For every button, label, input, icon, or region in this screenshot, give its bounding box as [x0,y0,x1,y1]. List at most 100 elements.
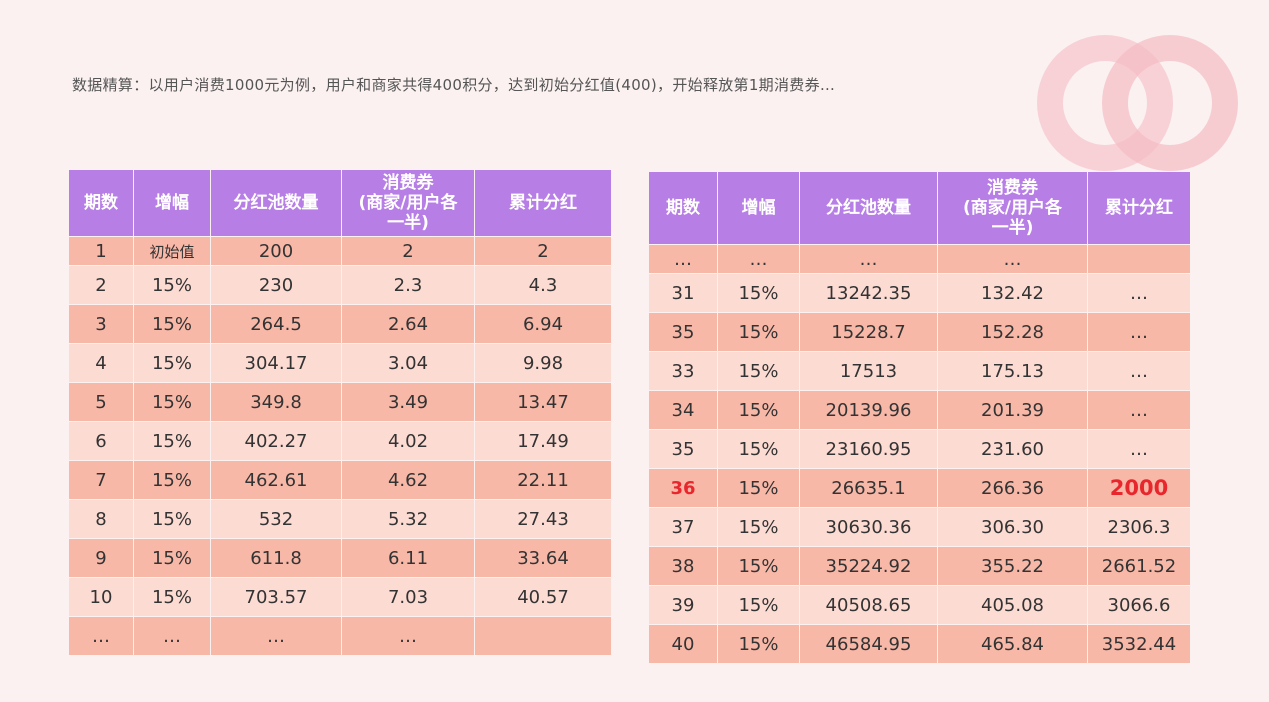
cell-pool: 40508.65 [799,585,938,625]
cell-pool: 26635.1 [799,468,938,508]
cell-cumulative: 6.94 [474,304,612,344]
cell-growth: 15% [133,421,211,461]
cell-period: 4 [68,343,134,383]
cell-voucher: 7.03 [341,577,475,617]
cell-pool: 15228.7 [799,312,938,352]
cell-pool: 304.17 [210,343,342,383]
cell-pool: 264.5 [210,304,342,344]
cell-pool: 20139.96 [799,390,938,430]
col-header-period: 期数 [68,169,134,237]
intro-text: 数据精算：以用户消费1000元为例，用户和商家共得400积分，达到初始分红值(4… [72,76,836,94]
table-row: 8 15% 532 5.32 27.43 [68,499,612,539]
cell-period: 38 [648,546,718,586]
cell-cumulative: 13.47 [474,382,612,422]
table-row: 2 15% 230 2.3 4.3 [68,265,612,305]
cell-voucher: 3.49 [341,382,475,422]
cell-period: 10 [68,577,134,617]
cell-growth: … [717,244,800,274]
cell-period: 33 [648,351,718,391]
cell-growth: 15% [717,546,800,586]
cell-cumulative: 17.49 [474,421,612,461]
cell-period: 2 [68,265,134,305]
cell-voucher: 5.32 [341,499,475,539]
cell-voucher: 132.42 [937,273,1088,313]
cell-cumulative: 3532.44 [1087,624,1191,664]
cell-growth: 15% [133,460,211,500]
cell-period: 1 [68,236,134,266]
table-row: 35 15% 15228.7 152.28… [648,312,1191,352]
cell-voucher: 4.02 [341,421,475,461]
table-row: 6 15% 402.27 4.02 17.49 [68,421,612,461]
decorative-rings-logo [1037,35,1238,171]
cell-growth: 15% [133,538,211,578]
cell-cumulative: … [1087,273,1191,313]
cell-period: 31 [648,273,718,313]
cell-growth: 15% [717,273,800,313]
table-row: 5 15% 349.8 3.49 13.47 [68,382,612,422]
cell-growth: 15% [717,585,800,625]
table-row: 35 15% 23160.95 231.60… [648,429,1191,469]
cell-voucher: 231.60 [937,429,1088,469]
cell-growth: 15% [717,507,800,547]
table-row: ………… [648,244,1191,274]
cell-voucher: 2 [341,236,475,266]
cell-growth: 15% [717,429,800,469]
cell-growth: 15% [717,624,800,664]
cell-cumulative: … [1087,429,1191,469]
table-row: 1 初始值 200 2 2 [68,236,612,266]
cell-period: 9 [68,538,134,578]
cell-voucher: 405.08 [937,585,1088,625]
cell-cumulative: 40.57 [474,577,612,617]
cell-growth: 15% [717,312,800,352]
cell-voucher: 2.3 [341,265,475,305]
cell-voucher: … [937,244,1088,274]
cell-cumulative: 27.43 [474,499,612,539]
cell-growth: 15% [717,390,800,430]
table-row: 3 15% 264.5 2.64 6.94 [68,304,612,344]
col-header-period: 期数 [648,171,718,245]
cell-cumulative: 2306.3 [1087,507,1191,547]
cell-pool: 13242.35 [799,273,938,313]
cell-period: 34 [648,390,718,430]
cell-voucher: 306.30 [937,507,1088,547]
cell-cumulative: … [1087,351,1191,391]
table-row: 31 15% 13242.35 132.42… [648,273,1191,313]
cell-pool: … [210,616,342,656]
cell-period: 35 [648,312,718,352]
cell-pool: 200 [210,236,342,266]
cell-voucher: 6.11 [341,538,475,578]
cell-period: 7 [68,460,134,500]
cell-pool: 703.57 [210,577,342,617]
cell-voucher: 201.39 [937,390,1088,430]
cell-cumulative: … [1087,390,1191,430]
table-row: 33 15% 17513 175.13… [648,351,1191,391]
table-row: 34 15% 20139.96 201.39… [648,390,1191,430]
table-row: 9 15% 611.8 6.11 33.64 [68,538,612,578]
cell-growth: 初始值 [133,236,211,266]
cell-period: 6 [68,421,134,461]
cell-period: 39 [648,585,718,625]
table-row: 36 15% 26635.1 266.36 2000 [648,468,1191,508]
cell-pool: 402.27 [210,421,342,461]
cell-period: 5 [68,382,134,422]
cell-period: 36 [648,468,718,508]
cell-cumulative: 33.64 [474,538,612,578]
cell-growth: 15% [133,577,211,617]
table-row: ………… [68,616,612,656]
cell-pool: 462.61 [210,460,342,500]
cell-voucher: 152.28 [937,312,1088,352]
cell-voucher: 2.64 [341,304,475,344]
cell-cumulative: 3066.6 [1087,585,1191,625]
table-header-row: 期数 增幅 分红池数量 消费券 (商家/用户各 一半) 累计分红 [68,169,612,237]
col-header-voucher: 消费券 (商家/用户各 一半) [341,169,475,237]
cell-period: 35 [648,429,718,469]
cell-cumulative: 9.98 [474,343,612,383]
col-header-growth: 增幅 [133,169,211,237]
cell-pool: 230 [210,265,342,305]
cell-pool: 532 [210,499,342,539]
table-row: 37 15% 30630.36 306.30 2306.3 [648,507,1191,547]
cell-cumulative: 2 [474,236,612,266]
cell-pool: 349.8 [210,382,342,422]
cell-voucher: 175.13 [937,351,1088,391]
table-row: 40 15% 46584.95 465.84 3532.44 [648,624,1191,664]
